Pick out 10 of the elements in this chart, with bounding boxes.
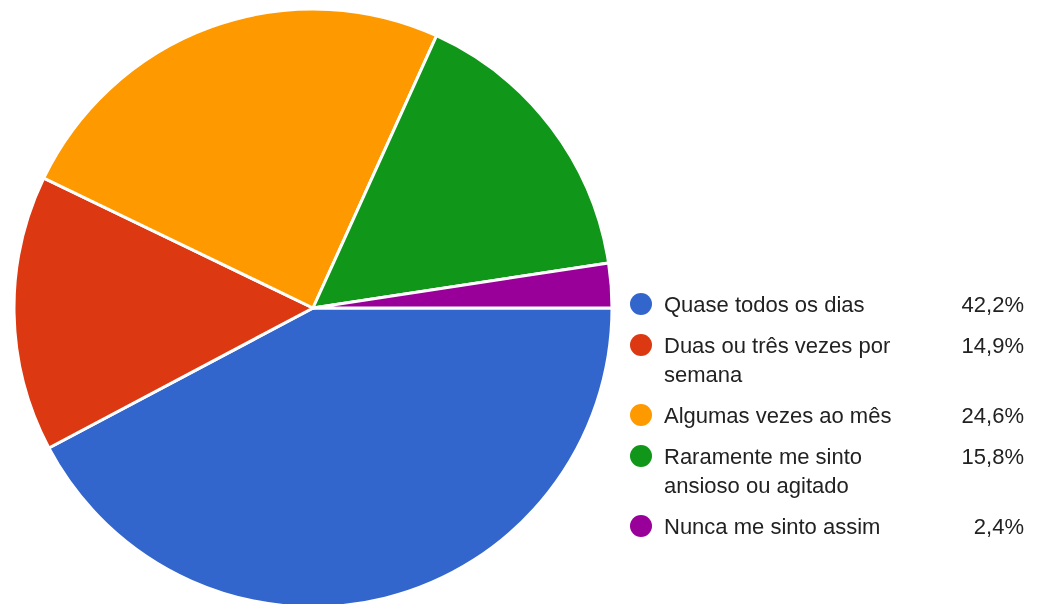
- legend-label: Raramente me sinto ansioso ou agitado: [664, 443, 864, 500]
- legend-label: Algumas vezes ao mês: [664, 402, 893, 430]
- data-label: 42,2%: [960, 291, 1024, 319]
- legend-label: Quase todos os dias: [664, 291, 866, 319]
- data-label: 2,4%: [972, 513, 1024, 541]
- data-label: 15,8%: [960, 443, 1024, 471]
- data-label: 24,6%: [960, 402, 1024, 430]
- data-label: 14,9%: [960, 332, 1024, 360]
- legend-label: Duas ou três vezes por semana: [664, 332, 892, 389]
- legend-label: Nunca me sinto assim: [664, 513, 882, 541]
